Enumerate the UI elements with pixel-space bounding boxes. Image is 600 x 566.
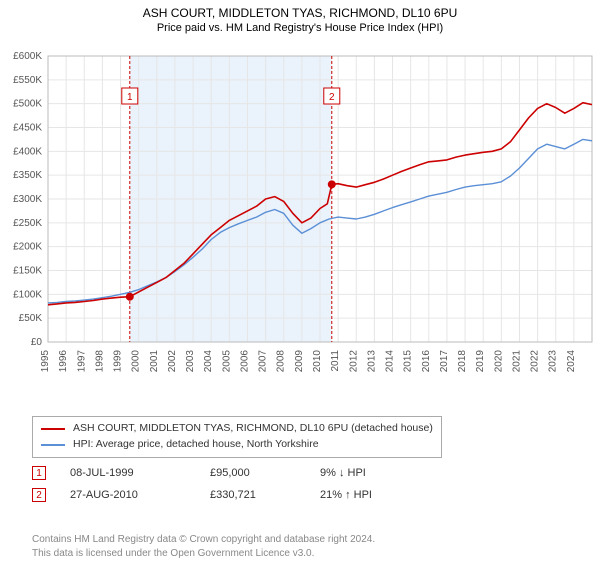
svg-text:2002: 2002: [167, 350, 178, 373]
svg-text:£300K: £300K: [13, 194, 42, 205]
svg-text:2007: 2007: [258, 350, 269, 373]
legend-swatch: [41, 428, 65, 430]
svg-text:1: 1: [127, 92, 133, 103]
svg-text:2022: 2022: [530, 350, 541, 373]
svg-text:2000: 2000: [131, 350, 142, 373]
svg-text:£0: £0: [31, 337, 43, 348]
svg-text:2003: 2003: [185, 350, 196, 373]
svg-text:£400K: £400K: [13, 146, 42, 157]
event-delta: 9% ↓ HPI: [320, 467, 366, 479]
event-list: 1 08-JUL-1999£95,0009% ↓ HPI 2 27-AUG-2010£…: [32, 462, 372, 506]
chart-container: ASH COURT, MIDDLETON TYAS, RICHMOND, DL1…: [0, 6, 600, 566]
footer-line-2: This data is licensed under the Open Gov…: [32, 547, 375, 561]
svg-text:£350K: £350K: [13, 170, 42, 181]
svg-text:£200K: £200K: [13, 242, 42, 253]
svg-text:2023: 2023: [548, 350, 559, 373]
event-row: 1 08-JUL-1999£95,0009% ↓ HPI: [32, 462, 372, 484]
svg-text:1998: 1998: [94, 350, 105, 373]
svg-text:£100K: £100K: [13, 289, 42, 300]
svg-text:£550K: £550K: [13, 75, 42, 86]
svg-text:2006: 2006: [239, 350, 250, 373]
svg-text:1997: 1997: [76, 350, 87, 373]
svg-text:1995: 1995: [40, 350, 51, 373]
svg-text:2013: 2013: [366, 350, 377, 373]
event-date: 08-JUL-1999: [70, 467, 210, 479]
event-number-box: 2: [32, 488, 46, 502]
chart-plot-area: £0 £50K £100K £150K £200K £250K £300K £350K £400…: [4, 50, 596, 406]
svg-text:2005: 2005: [221, 350, 232, 373]
svg-text:2012: 2012: [348, 350, 359, 373]
svg-text:2014: 2014: [385, 350, 396, 373]
chart-title: ASH COURT, MIDDLETON TYAS, RICHMOND, DL1…: [0, 6, 600, 20]
svg-text:2024: 2024: [566, 350, 577, 373]
line-chart-svg: £0 £50K £100K £150K £200K £250K £300K £350K £400…: [4, 50, 596, 406]
svg-text:2008: 2008: [276, 350, 287, 373]
svg-text:2015: 2015: [403, 350, 414, 373]
svg-text:2009: 2009: [294, 350, 305, 373]
svg-text:2010: 2010: [312, 350, 323, 373]
svg-text:2017: 2017: [439, 350, 450, 373]
svg-text:2011: 2011: [330, 350, 341, 372]
event-row: 2 27-AUG-2010£330,72121% ↑ HPI: [32, 484, 372, 506]
svg-text:2019: 2019: [475, 350, 486, 373]
svg-text:£500K: £500K: [13, 99, 42, 110]
legend-label: HPI: Average price, detached house, Nort…: [73, 437, 319, 453]
svg-text:£600K: £600K: [13, 51, 42, 62]
legend-item: ASH COURT, MIDDLETON TYAS, RICHMOND, DL1…: [41, 421, 433, 437]
svg-text:1999: 1999: [113, 350, 124, 373]
svg-text:2021: 2021: [511, 350, 522, 373]
svg-text:£50K: £50K: [19, 313, 43, 324]
chart-subtitle: Price paid vs. HM Land Registry's House …: [0, 22, 600, 34]
legend-label: ASH COURT, MIDDLETON TYAS, RICHMOND, DL1…: [73, 421, 433, 437]
event-price: £95,000: [210, 467, 320, 479]
event-date: 27-AUG-2010: [70, 489, 210, 501]
event-price: £330,721: [210, 489, 320, 501]
svg-text:2004: 2004: [203, 350, 214, 373]
svg-text:2018: 2018: [457, 350, 468, 373]
svg-text:2001: 2001: [149, 350, 160, 373]
legend-swatch: [41, 444, 65, 446]
svg-text:1996: 1996: [58, 350, 69, 373]
event-number-box: 1: [32, 466, 46, 480]
footer-attribution: Contains HM Land Registry data © Crown c…: [32, 533, 375, 560]
svg-text:2020: 2020: [493, 350, 504, 373]
event-delta: 21% ↑ HPI: [320, 489, 372, 501]
svg-text:2: 2: [329, 92, 335, 103]
legend-item: HPI: Average price, detached house, Nort…: [41, 437, 433, 453]
svg-text:2016: 2016: [421, 350, 432, 373]
footer-line-1: Contains HM Land Registry data © Crown c…: [32, 533, 375, 547]
legend-box: ASH COURT, MIDDLETON TYAS, RICHMOND, DL1…: [32, 416, 442, 458]
svg-text:£450K: £450K: [13, 123, 42, 134]
svg-text:£250K: £250K: [13, 218, 42, 229]
svg-text:£150K: £150K: [13, 266, 42, 277]
